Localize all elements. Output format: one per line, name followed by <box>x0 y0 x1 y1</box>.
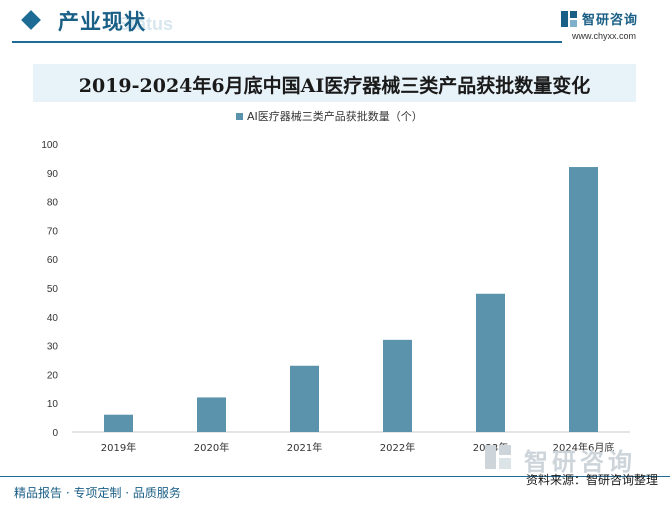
bar <box>383 339 412 432</box>
bar-chart: AI医疗器械三类产品获批数量（个） 0 10 20 30 40 50 60 70 80 90 100 2… <box>41 109 630 454</box>
y-tick-label: 0 <box>52 428 58 439</box>
y-tick-label: 20 <box>47 370 59 381</box>
watermark-text: 智研咨询 <box>524 448 636 476</box>
chart-title: 2019-2024年6月底中国AI医疗器械三类产品获批数量变化 <box>78 75 591 97</box>
header-ghost-text: Status <box>118 14 174 34</box>
brand-name: 智研咨询 <box>582 13 639 28</box>
section-title: 产业现状 <box>58 10 146 34</box>
y-tick-label: 90 <box>47 169 59 180</box>
diamond-icon <box>21 10 41 30</box>
y-tick-label: 70 <box>47 226 59 237</box>
y-tick-label: 80 <box>47 198 59 209</box>
y-tick-label: 30 <box>47 342 59 353</box>
brand-logo-icon <box>561 11 577 27</box>
header-divider <box>12 41 562 43</box>
source-note: 资料来源：智研咨询整理 <box>525 473 658 487</box>
watermark-logo: 智研咨询 <box>484 442 660 476</box>
x-tick-label: 2022年 <box>380 441 415 454</box>
footer-tagline: 精品报告 · 专项定制 · 品质服务 <box>14 486 181 500</box>
y-tick-label: 50 <box>47 284 59 295</box>
bar <box>104 414 133 432</box>
footer-divider <box>0 476 670 477</box>
bar <box>476 293 505 432</box>
y-tick-label: 100 <box>41 140 58 151</box>
x-tick-label: 2024年6月底 <box>553 441 615 454</box>
x-tick-label: 2021年 <box>287 441 322 454</box>
legend-label: AI医疗器械三类产品获批数量（个） <box>247 109 423 123</box>
brand-url: www.chyxx.com <box>572 31 637 41</box>
x-tick-label: 2019年 <box>101 441 136 454</box>
bar <box>197 397 226 432</box>
bar <box>569 167 598 432</box>
x-tick-label: 2020年 <box>194 441 229 454</box>
page-header: Status 产业现状 智研咨询 www.chyxx.com <box>0 0 670 46</box>
y-tick-label: 60 <box>47 255 59 266</box>
legend-swatch <box>236 113 243 120</box>
y-tick-label: 10 <box>47 399 59 410</box>
chart-title-band: 2019-2024年6月底中国AI医疗器械三类产品获批数量变化 <box>33 64 636 102</box>
watermark-icon <box>485 445 511 469</box>
brand-block: 智研咨询 www.chyxx.com <box>560 9 658 45</box>
y-tick-label: 40 <box>47 313 59 324</box>
bar <box>290 365 319 432</box>
